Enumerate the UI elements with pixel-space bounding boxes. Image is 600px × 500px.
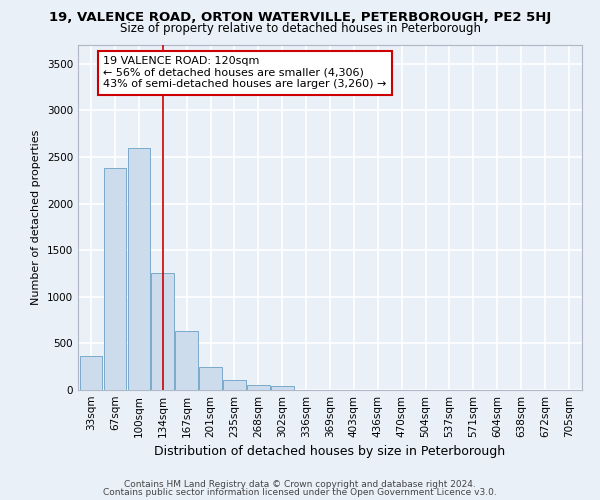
Bar	[175, 332, 198, 390]
Text: Size of property relative to detached houses in Peterborough: Size of property relative to detached ho…	[119, 22, 481, 35]
Bar	[271, 386, 293, 390]
X-axis label: Distribution of detached houses by size in Peterborough: Distribution of detached houses by size …	[154, 446, 506, 458]
Bar	[80, 356, 103, 390]
Bar	[247, 385, 269, 390]
Text: 19 VALENCE ROAD: 120sqm
← 56% of detached houses are smaller (4,306)
43% of semi: 19 VALENCE ROAD: 120sqm ← 56% of detache…	[103, 56, 386, 90]
Text: Contains HM Land Registry data © Crown copyright and database right 2024.: Contains HM Land Registry data © Crown c…	[124, 480, 476, 489]
Bar	[104, 168, 127, 390]
Bar	[199, 366, 222, 390]
Bar	[223, 380, 246, 390]
Bar	[128, 148, 150, 390]
Text: 19, VALENCE ROAD, ORTON WATERVILLE, PETERBOROUGH, PE2 5HJ: 19, VALENCE ROAD, ORTON WATERVILLE, PETE…	[49, 11, 551, 24]
Bar	[151, 274, 174, 390]
Y-axis label: Number of detached properties: Number of detached properties	[31, 130, 41, 305]
Text: Contains public sector information licensed under the Open Government Licence v3: Contains public sector information licen…	[103, 488, 497, 497]
